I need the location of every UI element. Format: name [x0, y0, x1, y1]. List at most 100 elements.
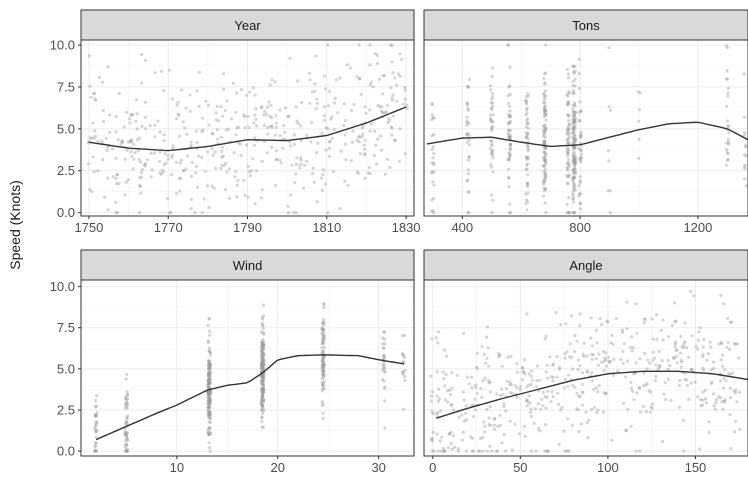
- data-point: [124, 433, 128, 437]
- data-point: [261, 365, 265, 369]
- data-point: [117, 91, 121, 95]
- data-point: [572, 157, 576, 161]
- data-point: [488, 380, 492, 384]
- data-point: [607, 46, 611, 50]
- data-point: [224, 161, 228, 165]
- data-point: [524, 95, 529, 99]
- data-point: [543, 82, 547, 86]
- data-point: [381, 342, 385, 346]
- data-point: [566, 94, 570, 98]
- data-point: [129, 139, 133, 143]
- data-point: [219, 135, 223, 139]
- data-point: [543, 177, 547, 181]
- data-point: [508, 142, 512, 146]
- data-point: [182, 168, 186, 173]
- data-point: [94, 441, 98, 445]
- data-point: [490, 125, 494, 129]
- data-point: [383, 426, 387, 430]
- data-point: [638, 108, 642, 112]
- data-point: [143, 127, 148, 131]
- x-tick-label: 30: [371, 460, 385, 475]
- data-point: [492, 417, 496, 421]
- data-point: [262, 379, 266, 383]
- data-point: [544, 334, 548, 338]
- data-point: [542, 180, 546, 184]
- x-tick-label: 1790: [233, 220, 262, 235]
- x-tick-label: 1770: [154, 220, 183, 235]
- data-point: [462, 331, 466, 336]
- data-point: [292, 133, 296, 137]
- data-point: [207, 382, 211, 386]
- data-point: [649, 390, 653, 394]
- data-point: [322, 337, 327, 341]
- data-point: [184, 106, 188, 110]
- data-point: [489, 101, 493, 105]
- data-point: [526, 117, 530, 121]
- data-point: [320, 373, 324, 377]
- data-point: [525, 181, 529, 185]
- data-point: [566, 182, 570, 186]
- data-point: [527, 394, 531, 398]
- data-point: [206, 383, 210, 387]
- data-point: [573, 170, 577, 174]
- data-point: [498, 393, 502, 397]
- data-point: [372, 153, 376, 157]
- data-point: [591, 353, 595, 357]
- data-point: [666, 367, 670, 372]
- data-point: [735, 400, 739, 404]
- x-tick-label: 1810: [312, 220, 341, 235]
- data-point: [524, 155, 528, 159]
- data-point: [679, 358, 683, 362]
- data-point: [321, 416, 325, 421]
- data-point: [543, 337, 547, 341]
- data-point: [542, 164, 547, 168]
- data-point: [381, 377, 385, 382]
- data-point: [208, 413, 212, 417]
- data-point: [261, 324, 265, 328]
- data-point: [578, 157, 582, 161]
- data-point: [322, 367, 326, 371]
- data-point: [324, 148, 328, 152]
- data-point: [524, 131, 528, 135]
- data-point: [461, 390, 465, 394]
- data-point: [491, 101, 495, 105]
- data-point: [712, 404, 716, 408]
- data-point: [308, 78, 312, 82]
- data-point: [261, 343, 265, 347]
- data-point: [496, 424, 500, 428]
- data-point: [432, 116, 436, 120]
- data-point: [114, 115, 118, 119]
- data-point: [542, 106, 547, 110]
- data-point: [589, 336, 593, 340]
- data-point: [403, 375, 407, 379]
- data-point: [579, 109, 583, 113]
- data-point: [675, 361, 679, 365]
- data-point: [261, 383, 265, 387]
- data-point: [289, 193, 293, 197]
- data-point: [321, 382, 325, 386]
- data-point: [327, 146, 332, 150]
- data-point: [208, 392, 212, 396]
- data-point: [502, 433, 506, 437]
- data-point: [525, 397, 529, 402]
- data-point: [444, 372, 448, 377]
- data-point: [329, 117, 333, 121]
- data-point: [577, 110, 581, 114]
- data-point: [138, 184, 143, 189]
- data-point: [208, 381, 212, 385]
- data-point: [330, 136, 334, 140]
- data-point: [168, 211, 172, 215]
- data-point: [508, 134, 513, 138]
- data-point: [283, 130, 287, 134]
- data-point: [703, 388, 707, 392]
- data-point: [507, 121, 511, 125]
- data-point: [391, 71, 395, 75]
- data-point: [544, 187, 548, 191]
- data-point: [182, 169, 186, 173]
- data-point: [461, 438, 465, 442]
- data-point: [558, 365, 562, 370]
- data-point: [261, 377, 265, 381]
- data-point: [355, 139, 359, 143]
- smooth-trend-line: [436, 370, 748, 419]
- data-point: [89, 95, 93, 99]
